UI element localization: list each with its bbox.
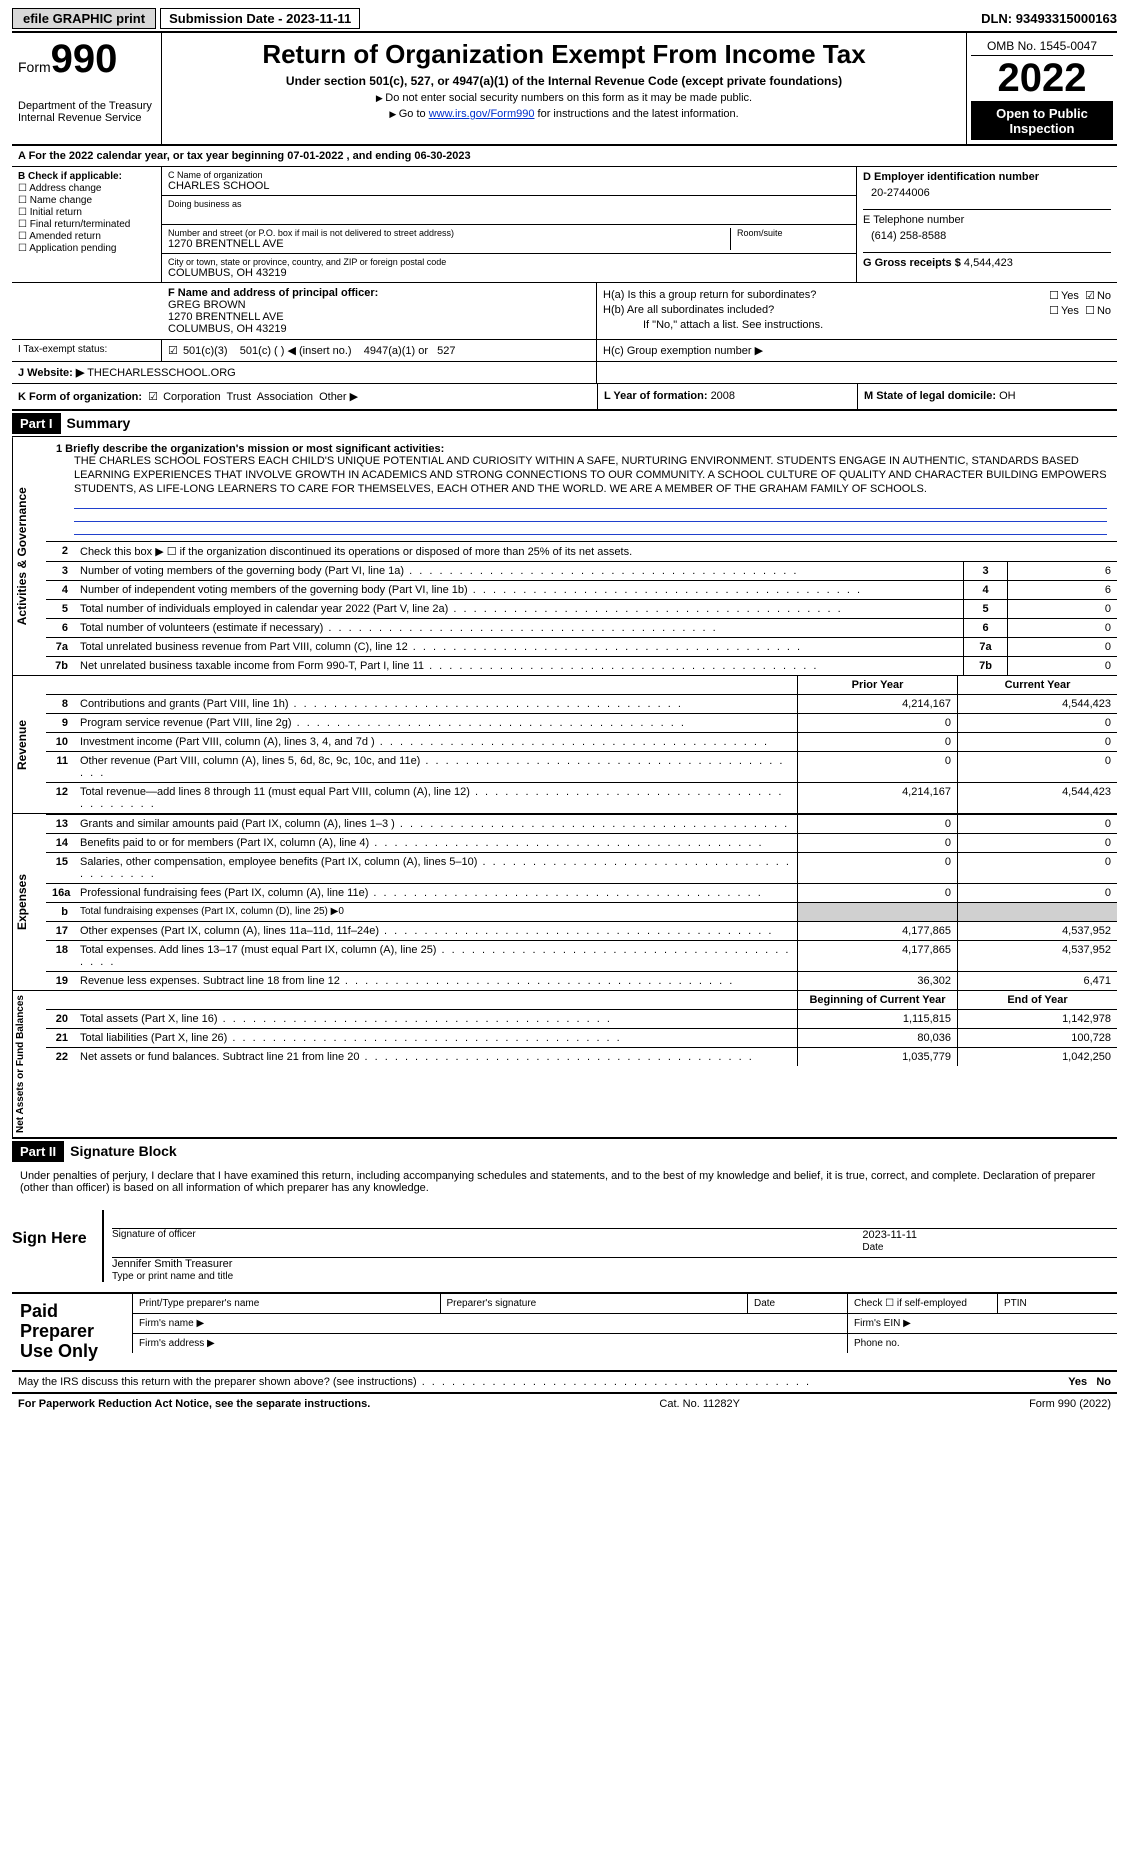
gov-line-6: 6Total number of volunteers (estimate if… [46, 618, 1117, 637]
cb-address-change[interactable]: Address change [18, 183, 155, 194]
declaration: Under penalties of perjury, I declare th… [12, 1164, 1117, 1200]
form-title: Return of Organization Exempt From Incom… [170, 39, 958, 70]
cb-name-change[interactable]: Name change [18, 195, 155, 206]
block-fh: F Name and address of principal officer:… [12, 283, 1117, 340]
line-9: 9Program service revenue (Part VIII, lin… [46, 713, 1117, 732]
cb-final-return[interactable]: Final return/terminated [18, 219, 155, 230]
org-name: CHARLES SCHOOL [168, 180, 850, 192]
line-16a: 16aProfessional fundraising fees (Part I… [46, 883, 1117, 902]
website-value: THECHARLESSCHOOL.ORG [87, 367, 236, 379]
hb-yes[interactable] [1049, 305, 1061, 317]
net-section: Net Assets or Fund Balances Beginning of… [12, 991, 1117, 1139]
form-number: Form990 [18, 37, 155, 82]
mission-text: THE CHARLES SCHOOL FOSTERS EACH CHILD'S … [74, 455, 1107, 496]
year-formation: 2008 [711, 390, 735, 402]
cb-corp[interactable] [148, 391, 160, 403]
line-20: 20Total assets (Part X, line 16)1,115,81… [46, 1009, 1117, 1028]
sign-here: Sign Here Signature of officer 2023-11-1… [12, 1210, 1117, 1282]
street-address: 1270 BRENTNELL AVE [168, 238, 730, 250]
state-domicile: OH [999, 390, 1016, 402]
dln: DLN: 93493315000163 [981, 11, 1117, 26]
top-bar: efile GRAPHIC print Submission Date - 20… [12, 8, 1117, 33]
city-state-zip: COLUMBUS, OH 43219 [168, 267, 850, 279]
line-18: 18Total expenses. Add lines 13–17 (must … [46, 940, 1117, 971]
line-8: 8Contributions and grants (Part VIII, li… [46, 694, 1117, 713]
note-ssn: Do not enter social security numbers on … [170, 92, 958, 104]
omb-number: OMB No. 1545-0047 [971, 37, 1113, 56]
line-21: 21Total liabilities (Part X, line 26)80,… [46, 1028, 1117, 1047]
col-f-officer: F Name and address of principal officer:… [12, 283, 597, 339]
open-to-public: Open to Public Inspection [971, 102, 1113, 140]
exp-section: Expenses 13Grants and similar amounts pa… [12, 814, 1117, 991]
cb-amended-return[interactable]: Amended return [18, 231, 155, 242]
ha-no[interactable] [1085, 290, 1097, 302]
gov-section: Activities & Governance 1 Briefly descri… [12, 437, 1117, 676]
period-row: A For the 2022 calendar year, or tax yea… [12, 146, 1117, 167]
form-header: Form990 Department of the Treasury Inter… [12, 33, 1117, 146]
col-b-checkboxes: B Check if applicable: Address change Na… [12, 167, 162, 282]
gross-receipts: 4,544,423 [964, 257, 1013, 269]
ein-value: 20-2744006 [871, 187, 1111, 199]
officer-typed-name: Jennifer Smith Treasurer [112, 1258, 233, 1270]
line-22: 22Net assets or fund balances. Subtract … [46, 1047, 1117, 1066]
gov-line-7a: 7aTotal unrelated business revenue from … [46, 637, 1117, 656]
line-11: 11Other revenue (Part VIII, column (A), … [46, 751, 1117, 782]
irs-link[interactable]: www.irs.gov/Form990 [429, 108, 535, 120]
block-abcd: B Check if applicable: Address change Na… [12, 167, 1117, 283]
cb-501c3[interactable] [168, 345, 180, 357]
officer-name: GREG BROWN [168, 299, 590, 311]
phone-value: (614) 258-8588 [871, 230, 1111, 242]
form-subtitle: Under section 501(c), 527, or 4947(a)(1)… [170, 74, 958, 88]
col-c-org-info: C Name of organization CHARLES SCHOOL Do… [162, 167, 857, 282]
line-13: 13Grants and similar amounts paid (Part … [46, 814, 1117, 833]
submission-date: Submission Date - 2023-11-11 [160, 8, 360, 29]
paid-preparer: Paid Preparer Use Only Print/Type prepar… [12, 1292, 1117, 1371]
line-14: 14Benefits paid to or for members (Part … [46, 833, 1117, 852]
cb-initial-return[interactable]: Initial return [18, 207, 155, 218]
sig-date-value: 2023-11-11 [862, 1229, 917, 1241]
dept-label: Department of the Treasury Internal Reve… [18, 100, 155, 124]
discuss-row: May the IRS discuss this return with the… [12, 1372, 1117, 1394]
line-17: 17Other expenses (Part IX, column (A), l… [46, 921, 1117, 940]
part2-header: Part IISignature Block [12, 1139, 1117, 1164]
gov-line-7b: 7bNet unrelated business taxable income … [46, 656, 1117, 675]
page-footer: For Paperwork Reduction Act Notice, see … [12, 1394, 1117, 1410]
line-b: bTotal fundraising expenses (Part IX, co… [46, 902, 1117, 921]
hb-no[interactable] [1085, 305, 1097, 317]
part1-header: Part ISummary [12, 411, 1117, 437]
rev-section: Revenue Prior YearCurrent Year 8Contribu… [12, 676, 1117, 814]
line-12: 12Total revenue—add lines 8 through 11 (… [46, 782, 1117, 813]
officer-street: 1270 BRENTNELL AVE [168, 311, 590, 323]
efile-print-button[interactable]: efile GRAPHIC print [12, 8, 156, 29]
gov-line-3: 3Number of voting members of the governi… [46, 561, 1117, 580]
col-d-ein: D Employer identification number 20-2744… [857, 167, 1117, 282]
gov-line-4: 4Number of independent voting members of… [46, 580, 1117, 599]
note-link: Go to www.irs.gov/Form990 for instructio… [170, 108, 958, 120]
officer-city: COLUMBUS, OH 43219 [168, 323, 590, 335]
col-h-group: H(a) Is this a group return for subordin… [597, 283, 1117, 339]
cb-application-pending[interactable]: Application pending [18, 243, 155, 254]
hc-exemption: H(c) Group exemption number ▶ [597, 340, 1117, 361]
row-i-status: I Tax-exempt status: 501(c)(3) 501(c) ( … [12, 340, 1117, 362]
row-j-website: J Website: ▶ THECHARLESSCHOOL.ORG [12, 362, 1117, 384]
line-15: 15Salaries, other compensation, employee… [46, 852, 1117, 883]
line-10: 10Investment income (Part VIII, column (… [46, 732, 1117, 751]
line-19: 19Revenue less expenses. Subtract line 1… [46, 971, 1117, 990]
dba-value [168, 209, 850, 221]
ha-yes[interactable] [1049, 290, 1061, 302]
gov-line-5: 5Total number of individuals employed in… [46, 599, 1117, 618]
tax-year: 2022 [971, 56, 1113, 102]
row-k-form-org: K Form of organization: Corporation Trus… [12, 384, 1117, 411]
